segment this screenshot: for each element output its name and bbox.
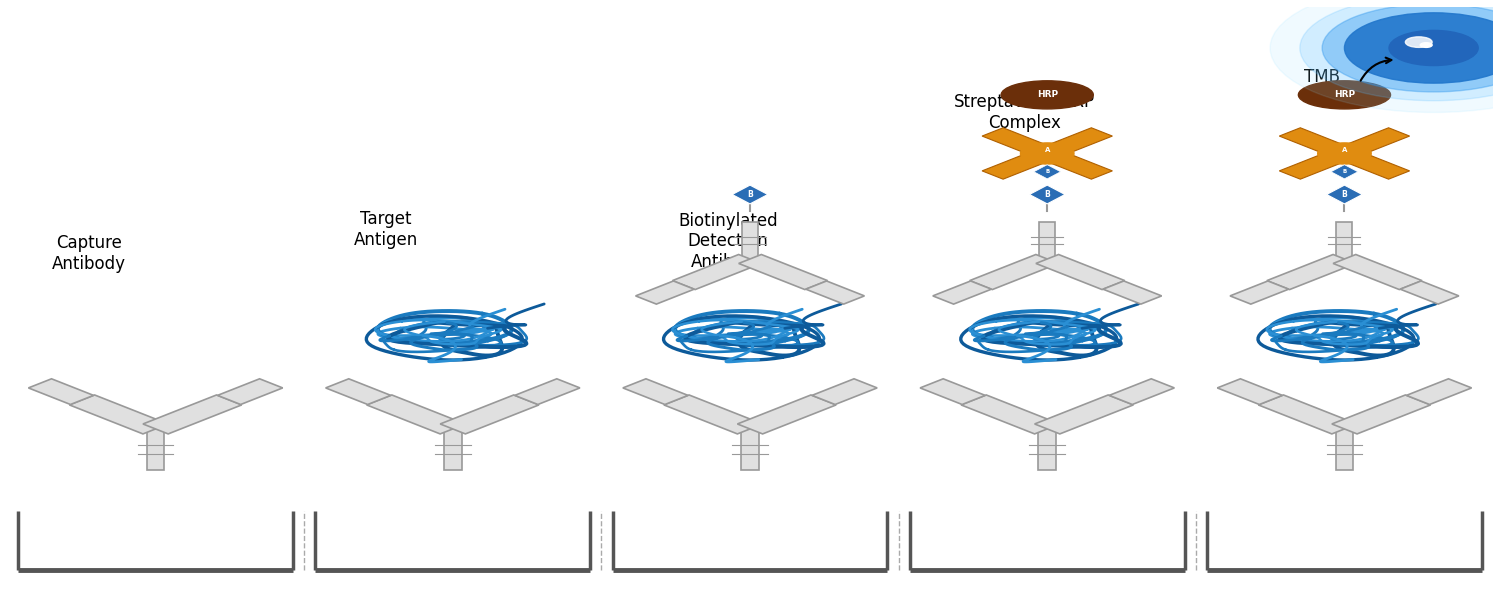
- Polygon shape: [1326, 185, 1362, 204]
- Ellipse shape: [1420, 43, 1432, 47]
- Polygon shape: [969, 254, 1059, 290]
- Text: B: B: [1046, 169, 1050, 174]
- Text: A: A: [1044, 147, 1050, 153]
- Text: A: A: [1342, 147, 1347, 153]
- Polygon shape: [664, 395, 762, 434]
- Text: Biotinylated
Detection
Antibody: Biotinylated Detection Antibody: [678, 212, 777, 271]
- Polygon shape: [812, 379, 877, 404]
- Ellipse shape: [1344, 13, 1500, 83]
- Polygon shape: [1036, 254, 1125, 290]
- Ellipse shape: [1300, 0, 1500, 101]
- Ellipse shape: [1406, 37, 1432, 47]
- Polygon shape: [1029, 185, 1065, 204]
- Polygon shape: [732, 185, 768, 204]
- Polygon shape: [1330, 165, 1358, 179]
- Polygon shape: [1102, 281, 1161, 304]
- Polygon shape: [1400, 281, 1460, 304]
- Text: B: B: [1341, 190, 1347, 199]
- Polygon shape: [806, 281, 864, 304]
- Polygon shape: [1108, 379, 1174, 404]
- Polygon shape: [142, 395, 242, 434]
- Ellipse shape: [1299, 81, 1390, 109]
- Polygon shape: [147, 429, 165, 470]
- Polygon shape: [444, 429, 462, 470]
- Polygon shape: [742, 222, 758, 259]
- Text: Target
Antigen: Target Antigen: [354, 210, 419, 249]
- Polygon shape: [636, 281, 694, 304]
- Polygon shape: [738, 395, 836, 434]
- Circle shape: [1020, 143, 1074, 164]
- Polygon shape: [672, 254, 762, 290]
- Polygon shape: [514, 379, 580, 404]
- Polygon shape: [1036, 128, 1113, 158]
- Text: B: B: [1342, 169, 1347, 174]
- Polygon shape: [1280, 128, 1354, 158]
- Ellipse shape: [1322, 4, 1500, 92]
- Text: TMB: TMB: [1304, 68, 1340, 86]
- Polygon shape: [1280, 149, 1354, 179]
- Polygon shape: [1034, 165, 1060, 179]
- Polygon shape: [738, 254, 828, 290]
- Circle shape: [1317, 143, 1371, 164]
- Polygon shape: [622, 379, 688, 404]
- Polygon shape: [69, 395, 168, 434]
- Polygon shape: [1336, 222, 1353, 259]
- Polygon shape: [1258, 395, 1358, 434]
- Polygon shape: [1332, 395, 1431, 434]
- Ellipse shape: [1000, 81, 1094, 109]
- Text: B: B: [1044, 190, 1050, 199]
- Polygon shape: [741, 429, 759, 470]
- Ellipse shape: [1389, 31, 1478, 65]
- Polygon shape: [1268, 254, 1356, 290]
- Polygon shape: [1334, 149, 1410, 179]
- Text: HRP: HRP: [1036, 91, 1058, 100]
- Text: HRP: HRP: [1334, 91, 1354, 100]
- Polygon shape: [366, 395, 465, 434]
- Polygon shape: [1334, 254, 1422, 290]
- Polygon shape: [933, 281, 992, 304]
- Polygon shape: [1035, 395, 1134, 434]
- Ellipse shape: [1270, 0, 1500, 112]
- Polygon shape: [1335, 429, 1353, 470]
- Polygon shape: [440, 395, 538, 434]
- Polygon shape: [1038, 429, 1056, 470]
- Text: Capture
Antibody: Capture Antibody: [51, 234, 126, 272]
- Polygon shape: [326, 379, 392, 404]
- Polygon shape: [217, 379, 282, 404]
- Polygon shape: [1040, 222, 1054, 259]
- Polygon shape: [1334, 128, 1410, 158]
- Polygon shape: [1036, 149, 1113, 179]
- Polygon shape: [1230, 281, 1288, 304]
- Polygon shape: [982, 149, 1058, 179]
- Text: B: B: [747, 190, 753, 199]
- Polygon shape: [920, 379, 986, 404]
- Polygon shape: [28, 379, 93, 404]
- Text: Streptavidin-HRP
Complex: Streptavidin-HRP Complex: [954, 93, 1095, 132]
- Polygon shape: [982, 128, 1058, 158]
- Polygon shape: [962, 395, 1060, 434]
- Polygon shape: [1407, 379, 1472, 404]
- Polygon shape: [1218, 379, 1282, 404]
